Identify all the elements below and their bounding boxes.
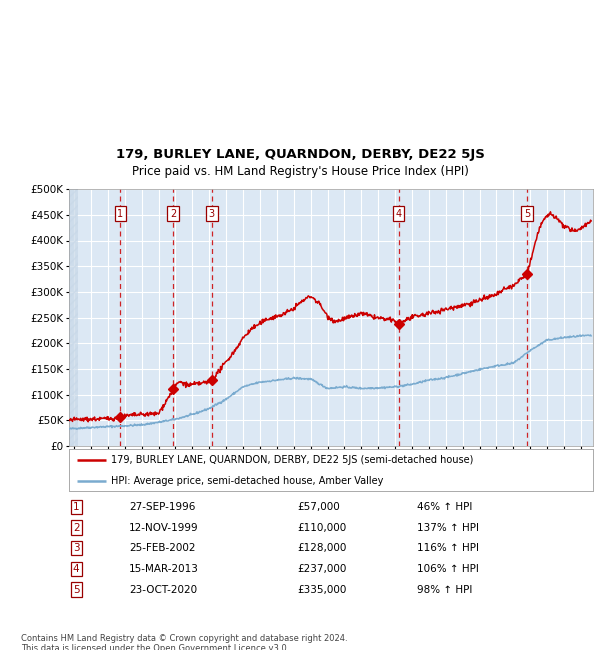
Text: 23-OCT-2020: 23-OCT-2020 <box>129 584 197 595</box>
Text: 5: 5 <box>73 584 80 595</box>
Text: 106% ↑ HPI: 106% ↑ HPI <box>417 564 479 574</box>
Text: Contains HM Land Registry data © Crown copyright and database right 2024.
This d: Contains HM Land Registry data © Crown c… <box>21 634 347 650</box>
Text: 2: 2 <box>170 209 176 218</box>
Text: 3: 3 <box>73 543 80 553</box>
Text: 3: 3 <box>209 209 215 218</box>
Text: £335,000: £335,000 <box>297 584 346 595</box>
Text: £110,000: £110,000 <box>297 523 346 532</box>
Text: 25-FEB-2002: 25-FEB-2002 <box>129 543 196 553</box>
Text: 5: 5 <box>524 209 530 218</box>
Text: HPI: Average price, semi-detached house, Amber Valley: HPI: Average price, semi-detached house,… <box>111 476 383 486</box>
Text: 4: 4 <box>73 564 80 574</box>
Text: 15-MAR-2013: 15-MAR-2013 <box>129 564 199 574</box>
Text: 116% ↑ HPI: 116% ↑ HPI <box>417 543 479 553</box>
Text: 27-SEP-1996: 27-SEP-1996 <box>129 502 196 512</box>
Text: 2: 2 <box>73 523 80 532</box>
Text: £128,000: £128,000 <box>297 543 346 553</box>
Bar <box>69 189 78 446</box>
Text: 1: 1 <box>118 209 124 218</box>
Text: 179, BURLEY LANE, QUARNDON, DERBY, DE22 5JS: 179, BURLEY LANE, QUARNDON, DERBY, DE22 … <box>116 148 484 161</box>
Text: £57,000: £57,000 <box>297 502 340 512</box>
Text: 98% ↑ HPI: 98% ↑ HPI <box>417 584 472 595</box>
Text: 4: 4 <box>395 209 402 218</box>
Text: 46% ↑ HPI: 46% ↑ HPI <box>417 502 472 512</box>
Text: 1: 1 <box>73 502 80 512</box>
Text: 137% ↑ HPI: 137% ↑ HPI <box>417 523 479 532</box>
Text: £237,000: £237,000 <box>297 564 346 574</box>
Text: Price paid vs. HM Land Registry's House Price Index (HPI): Price paid vs. HM Land Registry's House … <box>131 165 469 178</box>
Text: 12-NOV-1999: 12-NOV-1999 <box>129 523 199 532</box>
Text: 179, BURLEY LANE, QUARNDON, DERBY, DE22 5JS (semi-detached house): 179, BURLEY LANE, QUARNDON, DERBY, DE22 … <box>111 455 473 465</box>
